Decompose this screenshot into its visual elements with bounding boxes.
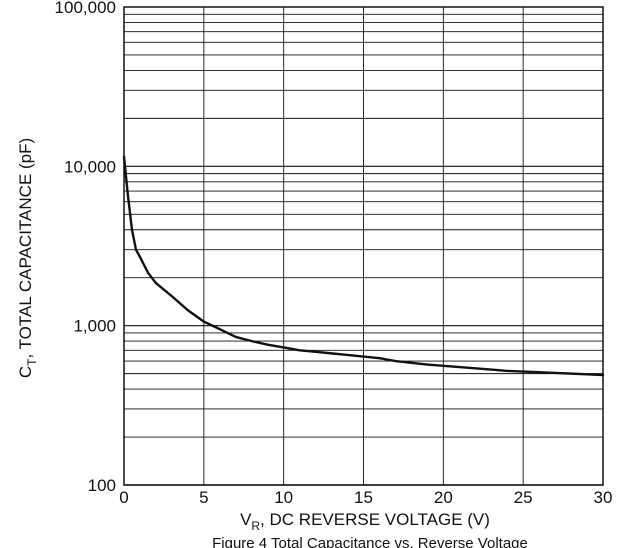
- y-tick-labels: 100 1,000 10,000 100,000: [55, 0, 116, 495]
- x-axis-label: VR, DC REVERSE VOLTAGE (V): [240, 510, 490, 533]
- plot-frame: [123, 6, 604, 486]
- x-tick-label: 5: [199, 488, 208, 507]
- grid-lines: [123, 7, 604, 486]
- y-axis-label-rest: , TOTAL CAPACITANCE (pF): [16, 138, 35, 359]
- x-tick-labels: 0 5 10 15 20 25 30: [119, 488, 612, 507]
- x-tick-label: 0: [119, 488, 128, 507]
- x-axis-label-rest: , DC REVERSE VOLTAGE (V): [260, 510, 490, 529]
- x-axis-label-sub: R: [251, 519, 260, 533]
- series-layer: [122, 155, 605, 377]
- x-tick-label: 15: [354, 488, 373, 507]
- capacitance-curve: [122, 155, 605, 377]
- y-tick-label: 10,000: [64, 157, 116, 176]
- y-tick-label: 100: [88, 476, 116, 495]
- x-tick-label: 25: [514, 488, 533, 507]
- x-axis-label-main: V: [240, 510, 252, 529]
- y-axis-label-main: C: [16, 366, 35, 378]
- y-axis-label: CT, TOTAL CAPACITANCE (pF): [16, 138, 39, 378]
- x-tick-label: 30: [594, 488, 613, 507]
- x-tick-label: 20: [434, 488, 453, 507]
- y-tick-label: 1,000: [73, 317, 116, 336]
- figure-caption: Figure 4 Total Capacitance vs. Reverse V…: [212, 535, 528, 548]
- x-tick-label: 10: [274, 488, 293, 507]
- y-tick-label: 100,000: [55, 0, 116, 17]
- y-axis-label-sub: T: [25, 358, 39, 366]
